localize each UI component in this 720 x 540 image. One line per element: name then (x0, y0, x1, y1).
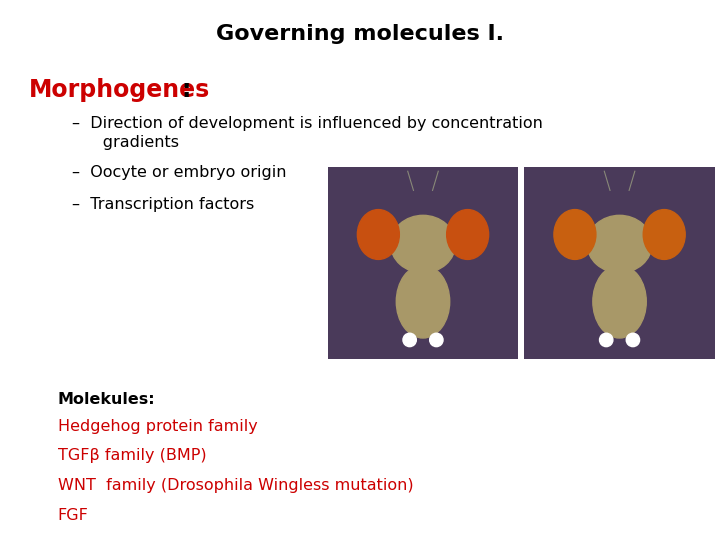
Text: Morphogenes: Morphogenes (29, 78, 210, 102)
Text: FGF: FGF (58, 508, 89, 523)
Text: Molekules:: Molekules: (58, 392, 156, 407)
Bar (524, 167, 715, 359)
Text: Governing molecules I.: Governing molecules I. (216, 24, 504, 44)
Text: Hedgehog protein family: Hedgehog protein family (58, 418, 257, 434)
Ellipse shape (446, 210, 489, 259)
Ellipse shape (430, 333, 443, 347)
Text: :: : (181, 78, 191, 102)
Ellipse shape (593, 265, 647, 338)
Ellipse shape (554, 210, 596, 259)
Ellipse shape (390, 215, 456, 273)
Ellipse shape (396, 265, 450, 338)
Text: –  Oocyte or embryo origin: – Oocyte or embryo origin (72, 165, 287, 180)
Ellipse shape (587, 215, 652, 273)
Text: –  Direction of development is influenced by concentration
      gradients: – Direction of development is influenced… (72, 116, 543, 150)
Text: WNT  family (Drosophila Wingless mutation): WNT family (Drosophila Wingless mutation… (58, 478, 413, 493)
Ellipse shape (600, 333, 613, 347)
Ellipse shape (643, 210, 685, 259)
Ellipse shape (403, 333, 416, 347)
Ellipse shape (626, 333, 639, 347)
Bar (328, 167, 518, 359)
Ellipse shape (357, 210, 400, 259)
Text: –  Transcription factors: – Transcription factors (72, 197, 254, 212)
Text: TGFβ family (BMP): TGFβ family (BMP) (58, 448, 206, 463)
